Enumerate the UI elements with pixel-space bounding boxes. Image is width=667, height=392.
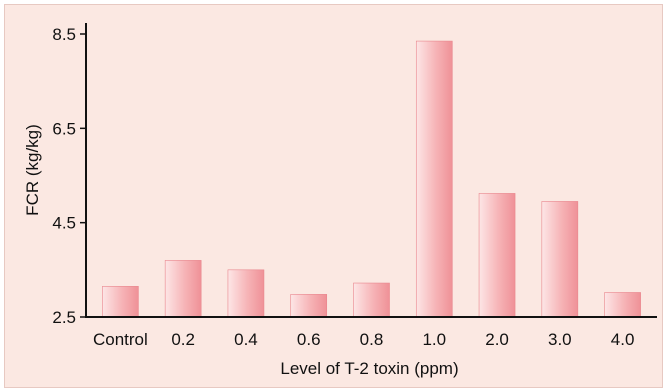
x-tick-label: 4.0 <box>611 330 635 349</box>
x-tick-label: 1.0 <box>422 330 446 349</box>
chart-figure: 2.5 4.5 6.5 8.5 Control 0.2 0.4 0.6 0.8 1.0 2.0 3.… <box>4 4 663 388</box>
x-tick-label: 0.4 <box>234 330 258 349</box>
y-axis-title: FCR (kg/kg) <box>23 124 42 216</box>
y-ticks-group: 2.5 4.5 6.5 8.5 <box>52 25 86 327</box>
bars-group <box>102 40 641 318</box>
x-tick-label: 2.0 <box>485 330 509 349</box>
bar-0-4 <box>227 269 265 318</box>
x-tick-label: 0.8 <box>360 330 384 349</box>
y-tick-label: 4.5 <box>52 214 76 233</box>
bar-0-2 <box>164 260 202 318</box>
bar-3-0 <box>541 201 579 318</box>
x-tick-label: 0.6 <box>297 330 321 349</box>
y-tick-label: 8.5 <box>52 25 76 44</box>
x-tick-label: 0.2 <box>171 330 195 349</box>
bar-control <box>102 286 139 318</box>
bar-0-8 <box>353 282 390 318</box>
bar-chart: 2.5 4.5 6.5 8.5 Control 0.2 0.4 0.6 0.8 1.0 2.0 3.… <box>23 23 657 378</box>
x-labels-group: Control 0.2 0.4 0.6 0.8 1.0 2.0 3.0 4.0 <box>93 330 634 349</box>
x-tick-label: Control <box>93 330 148 349</box>
y-tick-label: 2.5 <box>52 308 76 327</box>
bar-1-0 <box>415 40 453 318</box>
bar-0-6 <box>290 294 328 318</box>
y-tick-label: 6.5 <box>52 119 76 138</box>
x-tick-label: 3.0 <box>548 330 572 349</box>
bar-2-0 <box>478 193 516 318</box>
x-axis-title: Level of T-2 toxin (ppm) <box>280 359 458 378</box>
bar-4-0 <box>604 292 641 318</box>
